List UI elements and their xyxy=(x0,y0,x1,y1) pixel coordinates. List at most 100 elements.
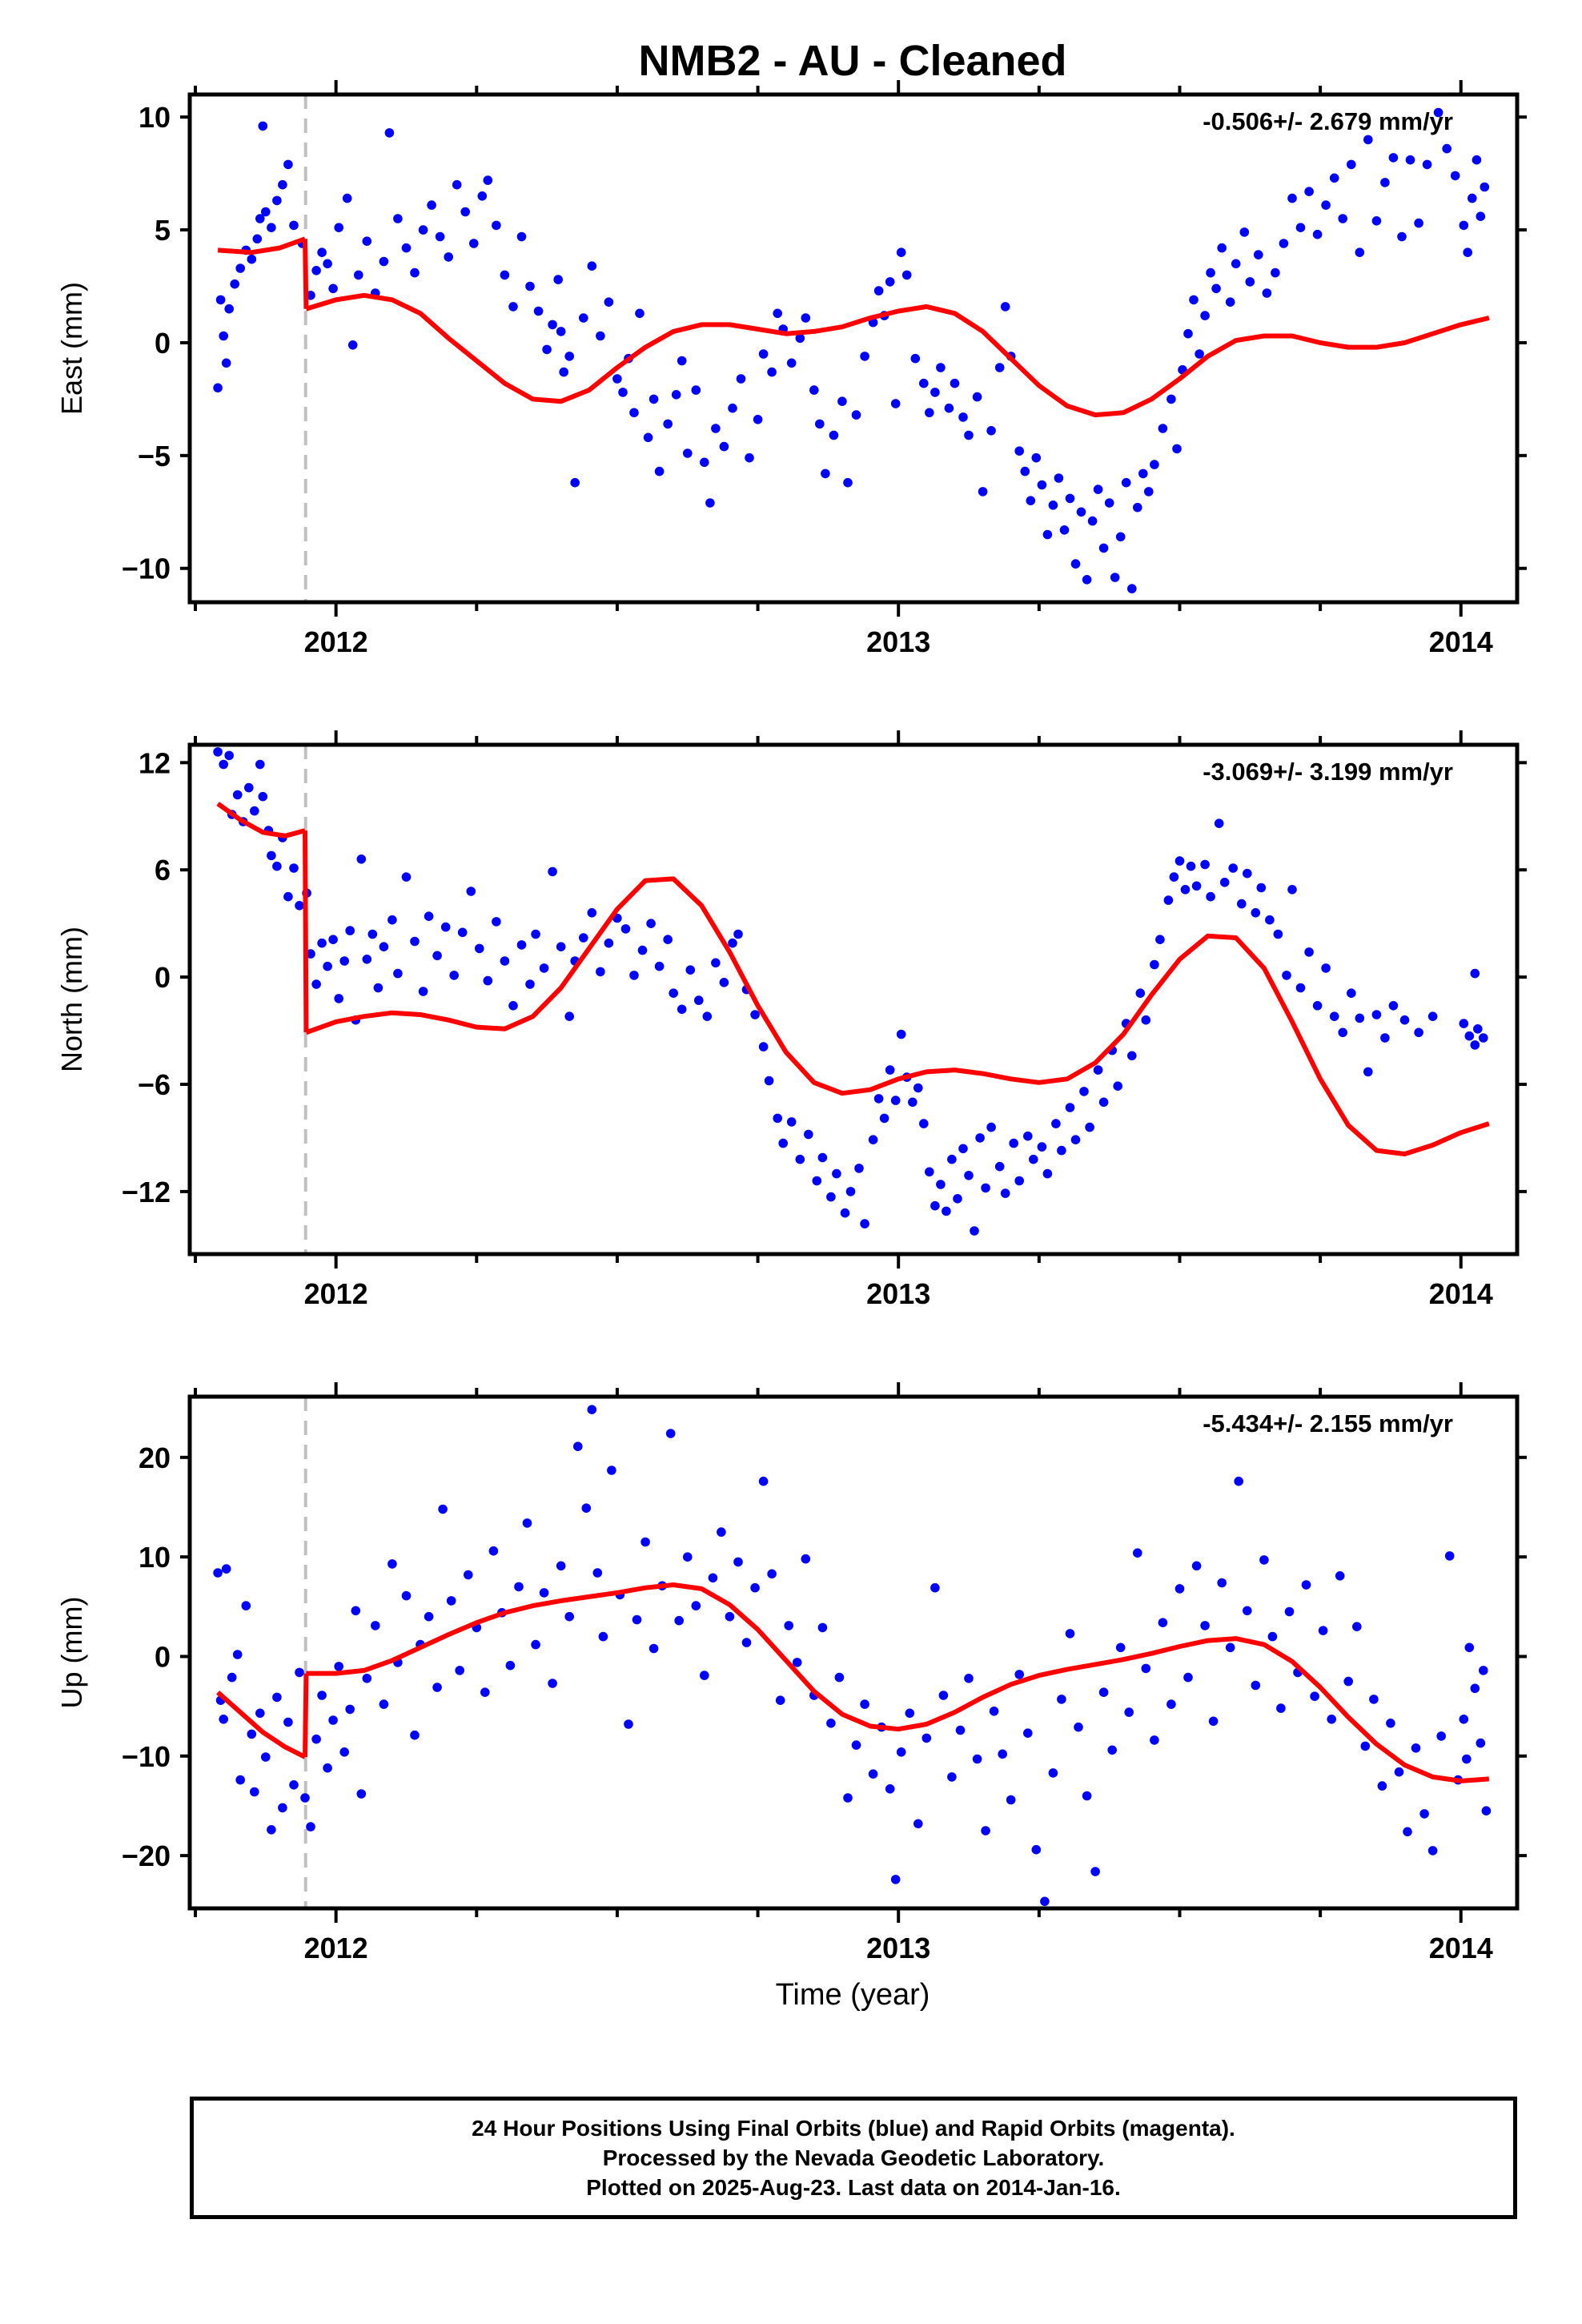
data-point-north xyxy=(1214,818,1224,828)
data-point-north xyxy=(840,1208,850,1218)
data-point-up xyxy=(1436,1731,1446,1741)
data-point-up xyxy=(573,1441,583,1451)
data-point-north xyxy=(646,919,656,928)
data-point-up xyxy=(241,1601,251,1610)
xtick-label-east: 2013 xyxy=(866,625,930,658)
data-point-east xyxy=(843,477,853,488)
data-point-north xyxy=(873,1094,884,1104)
data-point-north xyxy=(750,1010,760,1019)
data-point-east xyxy=(1287,193,1297,203)
data-point-north xyxy=(1256,883,1267,893)
data-point-north xyxy=(1174,856,1185,866)
data-point-north xyxy=(1251,908,1261,918)
data-point-up xyxy=(272,1692,282,1703)
data-point-east xyxy=(508,302,518,312)
data-point-north xyxy=(925,1167,934,1177)
data-point-north xyxy=(387,915,397,925)
data-point-up xyxy=(784,1621,793,1630)
data-point-east xyxy=(252,234,263,244)
data-point-north xyxy=(975,1133,985,1143)
data-point-north xyxy=(483,975,493,986)
data-point-north xyxy=(953,1194,962,1204)
model-line-north-2 xyxy=(305,876,1490,1156)
data-point-up xyxy=(1243,1606,1252,1616)
data-point-east xyxy=(1405,155,1415,165)
data-point-north xyxy=(637,945,648,955)
data-point-east xyxy=(1450,171,1460,181)
data-point-up xyxy=(851,1740,861,1750)
data-point-east xyxy=(758,349,769,359)
data-point-east xyxy=(435,231,445,242)
data-point-up xyxy=(531,1639,540,1650)
data-point-north xyxy=(1265,915,1275,925)
data-point-east xyxy=(533,306,544,316)
ylabel-up: Up (mm) xyxy=(55,1597,88,1709)
data-point-east xyxy=(1397,231,1407,242)
data-point-north xyxy=(432,951,442,961)
data-point-east xyxy=(362,236,372,247)
data-point-east xyxy=(1172,444,1182,454)
data-point-up xyxy=(717,1527,726,1537)
data-point-east xyxy=(860,352,869,361)
data-point-east xyxy=(559,367,568,377)
data-point-east xyxy=(272,195,282,206)
data-point-up xyxy=(323,1763,332,1773)
data-point-up xyxy=(232,1650,243,1659)
data-point-up xyxy=(1090,1867,1100,1876)
data-point-up xyxy=(339,1747,350,1757)
data-point-east xyxy=(1121,477,1131,488)
data-point-up xyxy=(843,1793,853,1803)
data-point-up xyxy=(1183,1672,1193,1683)
data-point-east xyxy=(542,344,552,355)
data-point-east xyxy=(1355,247,1365,258)
data-point-east xyxy=(691,385,701,395)
data-point-up xyxy=(1459,1715,1469,1724)
data-point-north xyxy=(1273,929,1283,939)
data-point-east xyxy=(972,392,982,402)
data-point-north xyxy=(1079,1087,1089,1096)
data-point-east xyxy=(873,286,884,296)
data-point-north xyxy=(758,1042,769,1051)
data-point-east xyxy=(418,225,428,235)
data-point-north xyxy=(1127,1051,1137,1061)
data-point-north xyxy=(596,967,605,977)
data-point-north xyxy=(1338,1027,1347,1038)
data-point-up xyxy=(1133,1548,1142,1558)
data-point-north xyxy=(500,956,510,966)
data-point-north xyxy=(885,1065,895,1075)
data-point-up xyxy=(250,1787,259,1797)
data-point-east xyxy=(925,408,934,418)
data-point-north xyxy=(539,963,549,973)
data-point-east xyxy=(1104,498,1114,508)
data-point-north xyxy=(832,1168,841,1179)
data-point-up xyxy=(1335,1571,1345,1581)
data-point-north xyxy=(244,782,254,793)
data-point-north xyxy=(317,938,327,948)
data-point-north xyxy=(255,759,265,770)
data-point-east xyxy=(460,207,470,217)
data-point-up xyxy=(351,1606,361,1616)
data-point-up xyxy=(564,1611,574,1622)
data-point-east xyxy=(452,179,462,190)
data-point-east xyxy=(829,430,839,440)
data-point-up xyxy=(539,1588,549,1598)
data-point-up xyxy=(834,1672,845,1683)
data-point-east xyxy=(427,200,436,210)
data-point-up xyxy=(255,1708,265,1719)
data-point-up xyxy=(1124,1707,1134,1717)
data-point-up xyxy=(1470,1683,1480,1694)
data-point-up xyxy=(1419,1809,1429,1819)
data-point-up xyxy=(938,1691,949,1700)
xtick-label-up: 2014 xyxy=(1429,1932,1493,1964)
data-point-east xyxy=(1472,155,1482,165)
data-point-north xyxy=(258,791,268,802)
data-point-east xyxy=(1347,159,1356,170)
data-point-east xyxy=(1363,135,1373,145)
data-point-north xyxy=(1023,1131,1033,1141)
ytick-label-up: 20 xyxy=(139,1441,171,1474)
data-point-north xyxy=(1009,1138,1018,1148)
data-point-up xyxy=(826,1719,836,1728)
data-point-up xyxy=(362,1674,372,1683)
data-point-north xyxy=(663,935,673,944)
